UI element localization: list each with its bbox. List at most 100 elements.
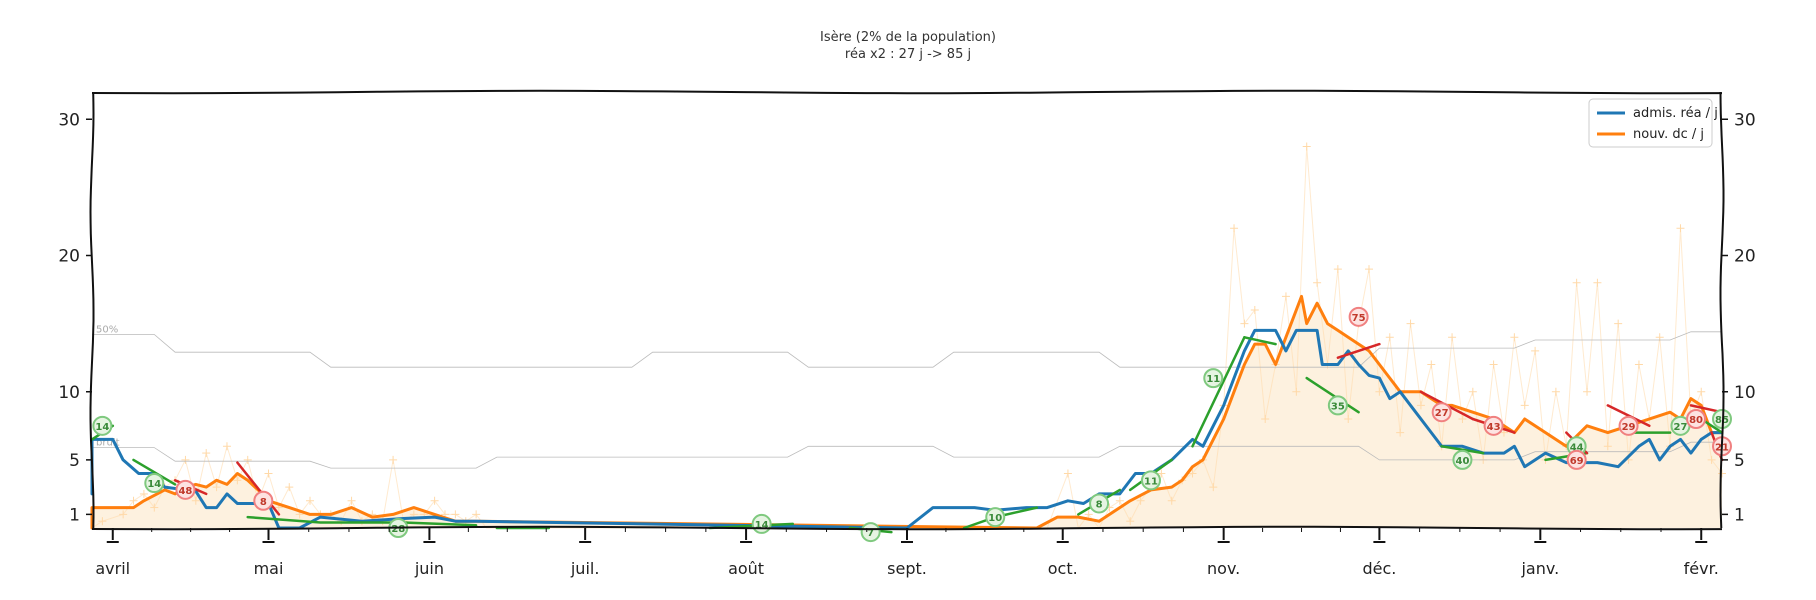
doubling-badge: 14 — [92, 415, 113, 436]
raw-dc-point — [1333, 265, 1342, 274]
reference-line-label: 50% — [96, 325, 118, 336]
x-tick-label: avril — [95, 559, 130, 578]
chart-title: Isère (2% de la population) — [820, 30, 996, 45]
x-tick-label: sept. — [887, 559, 927, 578]
badge-label: 28 — [391, 524, 405, 535]
x-axis-months: avril mai juin juil. août sept. oct. nov. déc. ja… — [95, 528, 1719, 578]
raw-dc-point — [1510, 333, 1519, 342]
raw-dc-point — [150, 503, 159, 512]
y-tick-label-right: 1 — [1734, 505, 1745, 525]
raw-dc-point — [472, 510, 481, 519]
badge-label: 44 — [1570, 442, 1584, 453]
raw-dc-point — [1707, 455, 1716, 464]
raw-dc-point — [306, 496, 315, 505]
y-tick-label-left: 30 — [58, 110, 80, 130]
raw-dc-point — [1136, 496, 1145, 505]
badge-label: 11 — [1206, 374, 1220, 385]
badge-circle — [1327, 395, 1348, 416]
raw-dc-point — [451, 510, 460, 519]
raw-dc-point — [1250, 306, 1259, 314]
y-tick-label-right: 10 — [1734, 383, 1756, 403]
doubling-badge: 11 — [1203, 368, 1224, 389]
badge-circle — [1686, 409, 1707, 429]
raw-dc-point — [1115, 496, 1124, 505]
raw-dc-point — [181, 455, 190, 464]
raw-dc-point — [1230, 224, 1239, 233]
badge-circle — [253, 490, 274, 511]
doubling-badge: 8 — [253, 490, 274, 511]
raw-dc-point — [1406, 319, 1415, 328]
raw-dc-point — [1676, 224, 1685, 233]
doubling-badge: 80 — [1686, 409, 1707, 429]
x-tick-label: mai — [254, 559, 284, 578]
x-tick-label: juin — [414, 559, 444, 578]
badge-label: 14 — [147, 479, 161, 490]
legend: admis. réa / j nouv. dc / j — [1588, 98, 1718, 148]
series-line-rea — [90, 328, 1724, 530]
badge-label: 85 — [1715, 415, 1729, 426]
doubling-badge: 48 — [175, 479, 196, 500]
doubling-badge: 44 — [1566, 436, 1587, 457]
raw-dc-point — [1458, 415, 1467, 423]
area-fill-layer — [92, 296, 1722, 528]
badge-circle — [1618, 415, 1639, 436]
raw-dc-point — [1583, 387, 1592, 396]
raw-dc-point — [1634, 360, 1643, 369]
series-line-dc — [90, 294, 1724, 530]
raw-dc-point — [119, 510, 128, 519]
raw-dc-point — [1396, 428, 1405, 437]
raw-dc-point — [1593, 278, 1602, 287]
doubling-badge: 69 — [1566, 449, 1587, 470]
badge-label: 40 — [1455, 456, 1469, 467]
raw-dc-point — [1489, 360, 1498, 369]
doubling-badge: 35 — [1327, 395, 1348, 416]
frame-left — [89, 91, 95, 529]
doubling-badge: 75 — [1348, 306, 1369, 327]
plot-area: 50% bruit 14 14 48 8 28 14 7 10 8 11 11 35 75 40 27 43 44… — [90, 142, 1732, 543]
raw-dc-point — [212, 483, 221, 492]
doubling-badge: 27 — [1431, 402, 1452, 423]
raw-dc-point — [1313, 278, 1322, 287]
badge-label: 14 — [755, 520, 769, 531]
raw-dc-point — [1385, 333, 1394, 342]
badge-label: 8 — [260, 497, 267, 508]
doubling-badge: 11 — [1140, 470, 1161, 491]
fit-segment — [1440, 445, 1485, 455]
badge-circle — [144, 473, 165, 494]
badge-circle — [1431, 402, 1452, 423]
y-tick-label-right: 5 — [1734, 451, 1745, 471]
raw-dc-point — [202, 449, 211, 458]
x-tick-label: nov. — [1207, 559, 1240, 578]
fit-segment — [246, 515, 478, 527]
raw-dc-point — [98, 517, 107, 526]
raw-dc-point — [347, 496, 356, 505]
raw-dc-point — [1281, 292, 1290, 301]
badge-label: 69 — [1570, 456, 1584, 467]
dc-area-fill — [92, 296, 1722, 528]
raw-dc-point — [1603, 442, 1612, 451]
badge-circle — [1566, 449, 1587, 470]
raw-dc-point — [233, 476, 242, 485]
badge-circle — [985, 507, 1006, 528]
x-tick-label: août — [728, 559, 764, 578]
y-tick-label-right: 30 — [1734, 110, 1756, 130]
raw-dc-point — [1531, 346, 1540, 355]
badge-circle — [92, 415, 113, 436]
doubling-badge: 10 — [985, 507, 1006, 528]
badge-label: 27 — [1435, 408, 1449, 419]
raw-dc-point — [1468, 387, 1477, 396]
raw-dc-point — [243, 455, 252, 464]
x-tick-label: févr. — [1684, 559, 1719, 578]
y-tick-label-left: 5 — [69, 451, 80, 471]
badge-circle — [1483, 415, 1504, 436]
frame-top — [91, 89, 1723, 95]
raw-dc-point — [129, 496, 138, 505]
y-tick-label-left: 20 — [58, 247, 80, 267]
fit-segment — [1336, 342, 1381, 359]
raw-dc-point — [191, 496, 200, 505]
raw-dc-point — [1063, 469, 1072, 478]
raw-dc-point — [1344, 415, 1353, 423]
raw-dc-point — [1718, 469, 1726, 478]
fit-segment — [132, 458, 177, 486]
y-tick-label-left: 10 — [58, 383, 80, 403]
